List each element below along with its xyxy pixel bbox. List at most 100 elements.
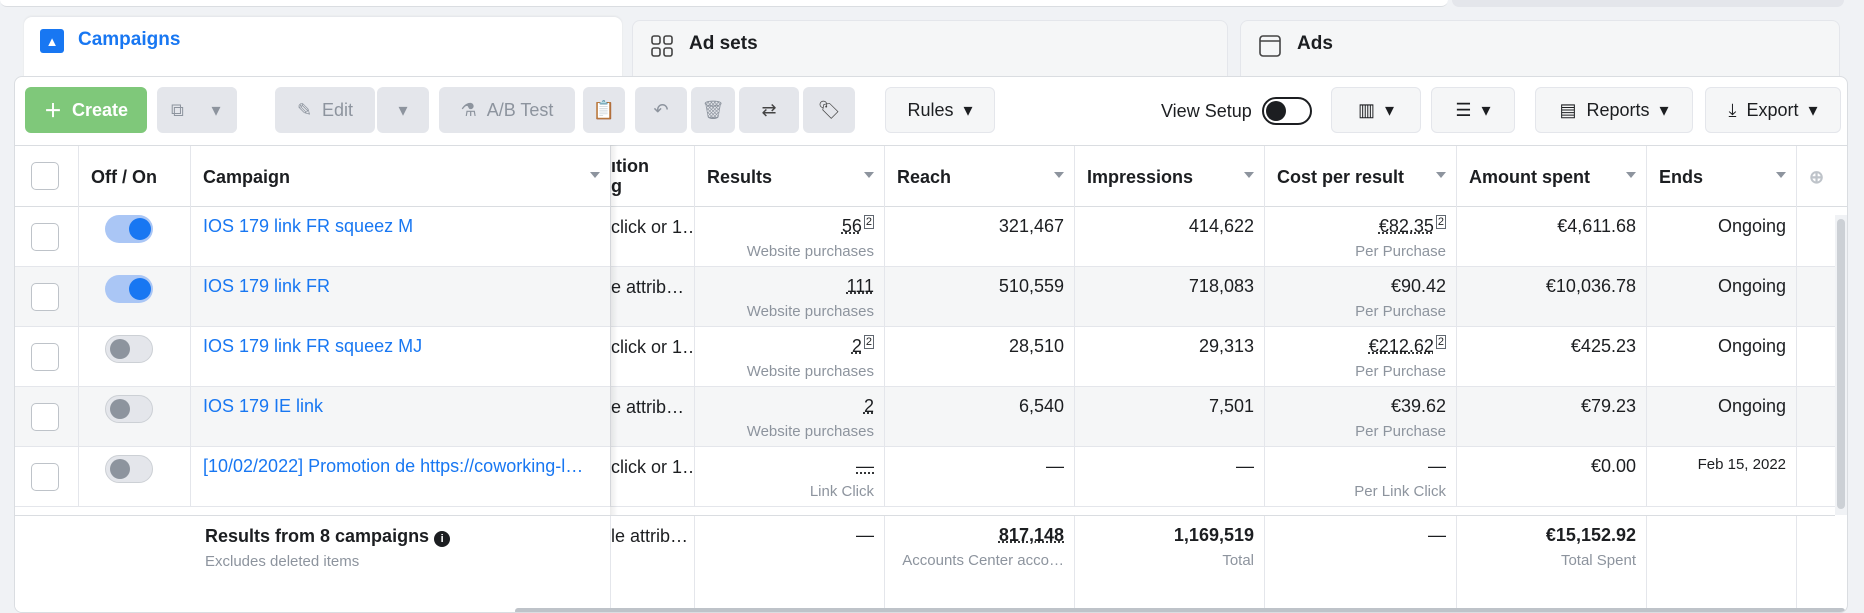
ad-frame-icon <box>1257 33 1283 59</box>
header-attribution[interactable]: ıtion g <box>611 146 695 208</box>
delivery-toggle[interactable] <box>105 455 153 483</box>
download-icon: ⤓ <box>1728 99 1737 120</box>
create-button[interactable]: ＋ Create <box>25 87 147 133</box>
delivery-toggle-cell <box>79 327 191 387</box>
sort-caret-icon <box>864 172 874 178</box>
top-strip <box>0 0 1448 7</box>
summary-spacer <box>15 516 191 612</box>
summary-results: — <box>695 516 885 612</box>
row-checkbox[interactable] <box>31 223 59 251</box>
header-cost-per-result[interactable]: Cost per result <box>1265 146 1457 208</box>
edit-dropdown-button[interactable]: ▾ <box>377 87 429 133</box>
undo-button[interactable]: ↶ <box>635 87 687 133</box>
rules-button[interactable]: Rules ▾ <box>885 87 995 133</box>
amount-spent-cell: €425.23 <box>1457 327 1647 387</box>
tab-adsets[interactable]: Ad sets <box>632 20 1228 82</box>
duplicate-icon: ⧉ <box>171 99 184 120</box>
summary-cost: — <box>1265 516 1457 612</box>
delete-button[interactable]: 🗑 <box>691 87 735 133</box>
edit-button[interactable]: ✎ Edit <box>275 87 375 133</box>
caret-down-icon: ▾ <box>1384 99 1395 120</box>
ab-test-button[interactable]: ⚗ A/B Test <box>439 87 575 133</box>
row-select-cell <box>15 327 79 387</box>
delivery-toggle-cell <box>79 207 191 267</box>
amount-spent-cell: €0.00 <box>1457 447 1647 507</box>
table-row[interactable]: [10/02/2022] Promotion de https://cowork… <box>15 447 1835 507</box>
impressions-cell: — <box>1075 447 1265 507</box>
reports-icon: ▤ <box>1559 99 1577 120</box>
attribution-setting: e attrib… <box>611 387 695 447</box>
delivery-toggle[interactable] <box>105 215 153 243</box>
cost-per-result-cell: €90.42 Per Purchase <box>1265 267 1457 327</box>
table-row[interactable]: IOS 179 link FR e attrib… 111 Website purch… <box>15 267 1835 327</box>
ends-cell: Ongoing <box>1647 207 1797 267</box>
add-column-icon[interactable]: ⊕ <box>1809 166 1825 187</box>
export-button[interactable]: ⤓ Export ▾ <box>1705 87 1841 133</box>
duplicate-dropdown-button[interactable]: ▾ <box>195 87 237 133</box>
tab-campaigns[interactable]: ▲ Campaigns <box>24 17 622 87</box>
header-impressions[interactable]: Impressions <box>1075 146 1265 208</box>
clipboard-icon: 📋 <box>592 99 616 120</box>
preview-button[interactable]: ⇄ <box>739 87 799 133</box>
flag-icon: 2 <box>863 335 874 349</box>
cost-per-result-cell: — Per Link Click <box>1265 447 1457 507</box>
reports-button[interactable]: ▤ Reports ▾ <box>1535 87 1693 133</box>
header-ends[interactable]: Ends <box>1647 146 1797 208</box>
horizontal-scrollbar[interactable] <box>515 608 1845 612</box>
tag-button[interactable]: 🏷 <box>803 87 855 133</box>
delivery-toggle-cell <box>79 267 191 327</box>
row-checkbox[interactable] <box>31 463 59 491</box>
header-results[interactable]: Results <box>695 146 885 208</box>
header-off-on[interactable]: Off / On <box>79 146 191 208</box>
table-summary-row: Results from 8 campaigns i Excludes dele… <box>15 515 1835 612</box>
top-strip-right <box>1452 0 1844 7</box>
campaign-name-link[interactable]: [10/02/2022] Promotion de https://cowork… <box>191 447 611 507</box>
breakdown-button[interactable]: ☰ ▾ <box>1431 87 1515 133</box>
row-select-cell <box>15 267 79 327</box>
header-campaign[interactable]: Campaign <box>191 146 611 208</box>
caret-down-icon: ▾ <box>1481 99 1491 120</box>
tag-icon: 🏷 <box>817 99 841 120</box>
toolbar: ＋ Create ⧉ ▾ ✎ Edit ▾ ⚗ A/B Test 📋 ↶ 🗑 <box>15 77 1847 145</box>
columns-button[interactable]: ▥ ▾ <box>1331 87 1421 133</box>
campaign-name-link[interactable]: IOS 179 link FR <box>191 267 611 327</box>
attribution-setting: click or 1… <box>611 327 695 387</box>
view-setup-toggle[interactable] <box>1261 97 1312 125</box>
clipboard-button[interactable]: 📋 <box>583 87 625 133</box>
table-row[interactable]: IOS 179 link FR squeez MJ click or 1… 2 2 We… <box>15 327 1835 387</box>
reach-cell: — <box>885 447 1075 507</box>
campaign-name-link[interactable]: IOS 179 IE link <box>191 387 611 447</box>
undo-icon: ↶ <box>653 99 669 120</box>
header-amount-spent[interactable]: Amount spent <box>1457 146 1647 208</box>
amount-spent-cell: €4,611.68 <box>1457 207 1647 267</box>
row-checkbox[interactable] <box>31 403 59 431</box>
tab-ads[interactable]: Ads <box>1240 20 1840 82</box>
header-reach[interactable]: Reach <box>885 146 1075 208</box>
view-setup-label: View Setup <box>1161 100 1252 121</box>
summary-reach: 817,148 Accounts Center acco… <box>885 516 1075 612</box>
summary-ends <box>1647 516 1797 612</box>
row-select-cell <box>15 387 79 447</box>
campaign-name-link[interactable]: IOS 179 link FR squeez MJ <box>191 327 611 387</box>
amount-spent-cell: €79.23 <box>1457 387 1647 447</box>
select-all-checkbox[interactable] <box>31 162 59 190</box>
reach-cell: 321,467 <box>885 207 1075 267</box>
table-row[interactable]: IOS 179 IE link e attrib… 2 Website purchas… <box>15 387 1835 447</box>
info-icon[interactable]: i <box>434 531 451 547</box>
delivery-toggle[interactable] <box>105 335 153 363</box>
delivery-toggle[interactable] <box>105 275 153 303</box>
campaign-name-link[interactable]: IOS 179 link FR squeez M <box>191 207 611 267</box>
vertical-scrollbar[interactable] <box>1835 215 1847 515</box>
impressions-cell: 29,313 <box>1075 327 1265 387</box>
results-cell: 56 2 Website purchases <box>695 207 885 267</box>
frozen-column-shadow <box>610 145 618 612</box>
caret-down-icon: ▾ <box>1808 99 1818 120</box>
table-header: Off / On Campaign ıtion g Results Reach … <box>15 145 1847 208</box>
sort-caret-icon <box>1054 172 1064 178</box>
impressions-cell: 414,622 <box>1075 207 1265 267</box>
row-checkbox[interactable] <box>31 283 59 311</box>
ends-cell: Ongoing <box>1647 387 1797 447</box>
delivery-toggle[interactable] <box>105 395 153 423</box>
row-checkbox[interactable] <box>31 343 59 371</box>
